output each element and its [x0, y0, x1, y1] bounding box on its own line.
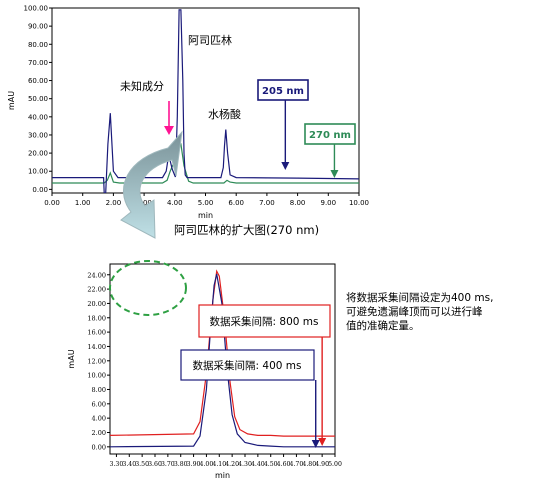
y-tick-label: 0.00 — [92, 443, 106, 451]
overview-ticks: 0.00 1.00 2.00 3.00 4.00 5.00 6.00 7.00 8.00 9.00… — [7, 5, 369, 221]
y-tick-label: 60.00 — [28, 77, 48, 85]
x-tick-label: 3.80 — [174, 461, 188, 468]
overview-chromatogram: 0.00 1.00 2.00 3.00 4.00 5.00 6.00 7.00 8.00 9.00… — [7, 5, 369, 221]
x-tick-label: 10.00 — [349, 199, 369, 207]
zoom-chromatogram: 3.30 3.40 3.50 3.60 3.70 3.80 3.90 4.00 4.10 4.20… — [67, 260, 342, 480]
y-tick-label: 10.00 — [87, 372, 106, 380]
x-tick-label: 5.00 — [198, 199, 214, 207]
label-text-400ms: 数据采集间隔: 400 ms — [193, 359, 302, 372]
x-axis-title: min — [198, 211, 213, 220]
zoom-ticks: 3.30 3.40 3.50 3.60 3.70 3.80 3.90 4.00 4.10 4.20… — [67, 271, 342, 480]
x-tick-label: 4.30 — [238, 461, 252, 468]
x-tick-label: 4.90 — [315, 461, 329, 468]
y-tick-label: 16.00 — [87, 329, 106, 337]
y-tick-label: 22.00 — [87, 286, 106, 294]
label-box-205nm — [257, 79, 309, 101]
label-box-400ms — [180, 349, 315, 381]
y-tick-label: 6.00 — [92, 400, 106, 408]
x-tick-label: 6.00 — [228, 199, 244, 207]
x-tick-label: 4.60 — [277, 461, 291, 468]
y-tick-label: 20.00 — [87, 300, 106, 308]
x-tick-label: 3.70 — [161, 461, 175, 468]
x-tick-label: 3.40 — [122, 461, 136, 468]
x-tick-label: 4.70 — [290, 461, 304, 468]
x-tick-label: 1.00 — [75, 199, 91, 207]
x-tick-label: 8.00 — [290, 199, 306, 207]
x-tick-label: 4.80 — [302, 461, 316, 468]
y-tick-label: 4.00 — [92, 415, 106, 423]
label-text-205nm: 205 nm — [262, 86, 304, 97]
x-tick-label: 4.00 — [200, 461, 214, 468]
y-tick-label: 8.00 — [92, 386, 106, 394]
note-line: 将数据采集间隔设定为400 ms, — [346, 292, 494, 304]
unknown-peak-arrowhead — [164, 126, 174, 135]
zoom-arrow-shape — [120, 130, 183, 239]
x-tick-label: 4.40 — [251, 461, 265, 468]
y-tick-label: 30.00 — [28, 131, 48, 139]
zoom-chart-title: 阿司匹林的扩大图(270 nm) — [174, 223, 319, 237]
note-line: 值的准确定量。 — [346, 320, 420, 332]
x-tick-label: 3.30 — [110, 461, 124, 468]
x-tick-label: 7.00 — [259, 199, 275, 207]
x-tick-label: 4.00 — [167, 199, 183, 207]
label-text-800ms: 数据采集间隔: 800 ms — [210, 315, 319, 328]
label-arrowhead-270nm — [330, 170, 339, 178]
y-tick-label: 14.00 — [87, 343, 106, 351]
x-axis-title: min — [215, 471, 230, 480]
peak-top-highlight — [109, 260, 187, 316]
y-tick-label: 80.00 — [28, 41, 48, 49]
label-arrowhead-205nm — [281, 162, 290, 170]
y-tick-label: 18.00 — [87, 314, 106, 322]
x-tick-label: 4.10 — [212, 461, 226, 468]
x-tick-label: 3.50 — [135, 461, 149, 468]
x-tick-label: 5.00 — [328, 461, 342, 468]
series-205nm-line — [52, 9, 359, 193]
y-tick-label: 20.00 — [28, 150, 48, 158]
y-tick-label: 40.00 — [28, 113, 48, 121]
x-tick-label: 0.00 — [44, 199, 60, 207]
x-tick-label: 3.00 — [136, 199, 152, 207]
x-tick-label: 4.50 — [264, 461, 278, 468]
explanation-note: 将数据采集间隔设定为400 ms, 可避免遗漏峰顶而可以进行峰 值的准确定量。 — [346, 291, 536, 333]
y-tick-label: 0.00 — [32, 186, 48, 194]
label-arrowhead-800ms — [318, 438, 327, 446]
zoom-labels: 数据采集间隔: 800 ms 数据采集间隔: 400 ms — [109, 260, 331, 448]
y-tick-label: 50.00 — [28, 95, 48, 103]
peak-label-salicylic-acid: 水杨酸 — [208, 107, 241, 121]
label-arrowhead-400ms — [311, 440, 320, 448]
x-tick-label: 2.00 — [106, 199, 122, 207]
x-tick-label: 9.00 — [321, 199, 337, 207]
x-tick-label: 3.60 — [148, 461, 162, 468]
y-tick-label: 12.00 — [87, 357, 106, 365]
label-text-270nm: 270 nm — [309, 130, 351, 141]
y-tick-label: 24.00 — [87, 271, 106, 279]
y-tick-label: 100.00 — [24, 5, 49, 13]
peak-label-unknown: 未知成分 — [120, 79, 164, 93]
y-axis-title: mAU — [7, 91, 16, 110]
y-tick-label: 2.00 — [92, 429, 106, 437]
y-tick-label: 10.00 — [28, 168, 48, 176]
label-box-800ms — [198, 304, 331, 338]
y-tick-label: 70.00 — [28, 59, 48, 67]
peak-label-aspirin: 阿司匹林 — [188, 33, 232, 47]
note-line: 可避免遗漏峰顶而可以进行峰 — [346, 306, 483, 318]
y-axis-title: mAU — [67, 349, 76, 368]
x-tick-label: 3.90 — [187, 461, 201, 468]
label-box-270nm — [304, 123, 356, 145]
y-tick-label: 90.00 — [28, 23, 48, 31]
x-tick-label: 4.20 — [225, 461, 239, 468]
